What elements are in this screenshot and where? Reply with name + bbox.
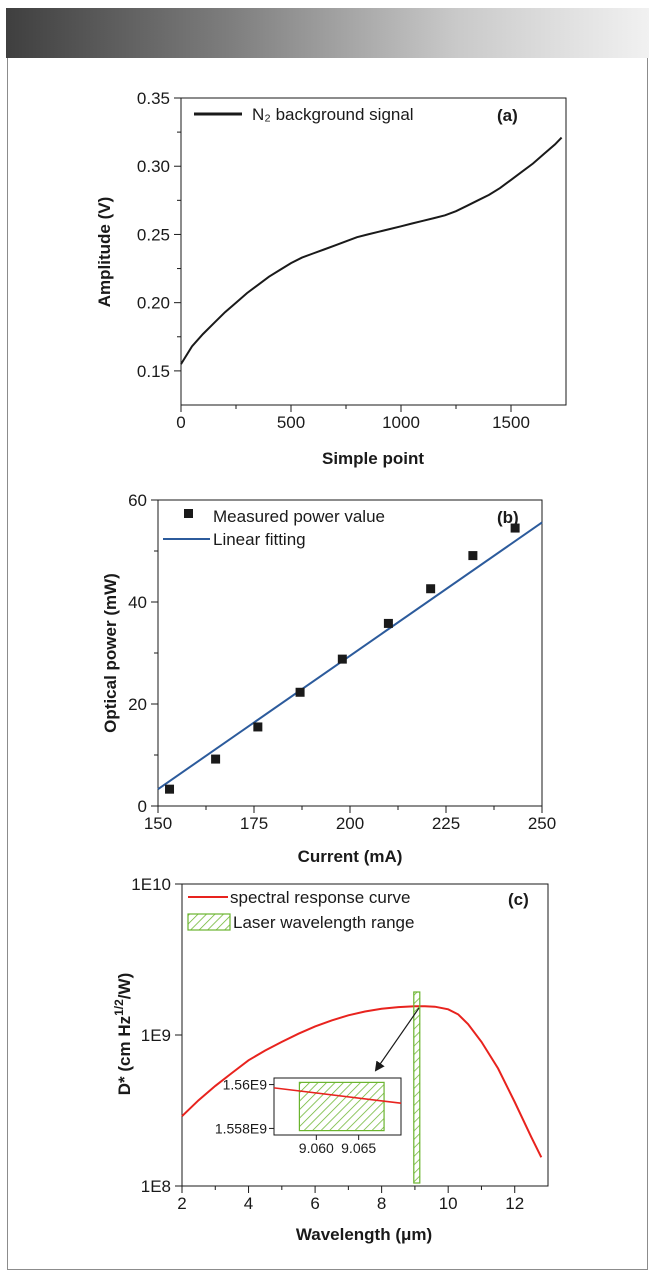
chart-c-legend-label-curve: spectral response curve [230,888,410,907]
chart-a-xlabel: Simple point [322,449,424,468]
chart-b-point-3 [295,687,305,697]
chart-b: 150 175 200 225 250 0 20 40 60 Measured power v… [101,491,556,866]
chart-c-ylabel-end: /W) [115,973,134,999]
chart-b-point-7 [468,551,478,561]
chart-c-inset-y-tick-label-1: 1.558E9 [215,1120,267,1136]
chart-b-y-tick-label-2: 40 [128,593,147,612]
chart-a-y-tick-label-0: 0.15 [137,362,170,381]
chart-c-y-tick-label-2: 1E10 [131,875,171,894]
chart-b-xlabel: Current (mA) [298,847,403,866]
chart-b-x-tick-label-4: 250 [528,814,556,833]
chart-c-inset-x-tick-label-0: 9.060 [299,1140,334,1156]
chart-c-xlabel: Wavelength (μm) [296,1225,432,1244]
chart-b-point-6 [426,584,436,594]
chart-c-ylabel-main: D* (cm Hz [115,1016,134,1095]
chart-c-inset-band [298,1081,385,1132]
chart-c-x-ticks: 2 4 6 8 10 12 [177,1186,524,1213]
chart-a: 0 500 1000 1500 0.15 0.20 0.25 0.30 0.35 N₂ bac… [95,89,567,468]
chart-a-y-tick-label-1: 0.20 [137,294,170,313]
chart-c-y-tick-label-1: 1E9 [141,1026,171,1045]
chart-b-x-ticks: 150 175 200 225 250 [144,806,556,833]
chart-a-y-ticks: 0.15 0.20 0.25 0.30 0.35 [137,89,181,381]
chart-c-legend-label-band: Laser wavelength range [233,913,414,932]
header-gradient-bar [6,8,649,58]
chart-a-frame [180,97,567,406]
chart-c-legend-swatch-band [187,913,231,931]
chart-b-panel-label: (b) [497,508,519,527]
chart-c-y-tick-label-0: 1E8 [141,1177,171,1196]
chart-c-ylabel-sup: 1/2 [112,999,126,1016]
chart-c-response-curve [181,1005,543,1158]
chart-a-x-ticks: 0 500 1000 1500 [176,405,530,432]
chart-b-legend-swatch-points [184,509,193,518]
chart-b-y-tick-label-3: 60 [128,491,147,510]
chart-c-x-tick-label-0: 2 [177,1194,186,1213]
chart-a-x-tick-label-2: 1000 [382,413,420,432]
chart-c-x-tick-label-3: 8 [377,1194,386,1213]
chart-c-inset: 9.060 9.065 1.56E9 1.558E9 [215,1077,402,1156]
chart-b-point-0 [165,784,175,794]
chart-b-point-1 [211,754,221,764]
chart-a-x-tick-label-1: 500 [277,413,305,432]
chart-b-point-8 [510,523,520,533]
chart-b-legend-label-fit: Linear fitting [213,530,306,549]
chart-b-x-tick-label-3: 225 [432,814,460,833]
chart-b-point-2 [253,722,263,732]
chart-c-inset-curve [273,1087,402,1105]
chart-a-legend-label: N₂ background signal [252,105,414,124]
chart-a-panel-label: (a) [497,106,518,125]
chart-b-points [165,523,520,794]
chart-c-inset-x-ticks: 9.060 9.065 [299,1135,376,1156]
chart-c-y-ticks: 1E8 1E9 1E10 [131,875,182,1196]
chart-b-ylabel: Optical power (mW) [101,573,120,733]
chart-c-x-tick-label-5: 12 [505,1194,524,1213]
chart-b-x-tick-label-2: 200 [336,814,364,833]
chart-c-inset-y-tick-label-0: 1.56E9 [223,1077,268,1093]
chart-b-point-4 [337,654,347,664]
chart-a-ylabel: Amplitude (V) [95,197,114,308]
chart-c-inset-x-tick-label-1: 9.065 [341,1140,376,1156]
chart-c-inset-arrow [374,1007,420,1072]
chart-a-x-tick-label-3: 1500 [492,413,530,432]
chart-b-x-tick-label-0: 150 [144,814,172,833]
chart-c-x-tick-label-1: 4 [244,1194,253,1213]
chart-b-x-tick-label-1: 175 [240,814,268,833]
chart-a-series-line [180,136,563,365]
figure-frame [7,58,648,1270]
chart-b-y-ticks: 0 20 40 60 [128,491,158,816]
chart-c-x-tick-label-2: 6 [310,1194,319,1213]
chart-c: 2 4 6 8 10 12 1E8 1E9 1E10 spectral response cu… [112,875,549,1244]
chart-a-x-tick-label-0: 0 [176,413,185,432]
chart-b-y-tick-label-0: 0 [138,797,147,816]
chart-b-legend-label-points: Measured power value [213,507,385,526]
chart-b-y-tick-label-1: 20 [128,695,147,714]
chart-a-y-tick-label-3: 0.30 [137,157,170,176]
chart-c-ylabel: D* (cm Hz1/2/W) [112,973,134,1095]
chart-b-point-5 [383,618,393,628]
chart-a-y-tick-label-4: 0.35 [137,89,170,108]
chart-c-laser-band [413,991,421,1184]
chart-a-y-tick-label-2: 0.25 [137,225,170,244]
chart-c-inset-y-ticks: 1.56E9 1.558E9 [215,1077,274,1136]
chart-b-fit-line [157,521,543,790]
chart-c-x-tick-label-4: 10 [439,1194,458,1213]
chart-c-panel-label: (c) [508,890,529,909]
